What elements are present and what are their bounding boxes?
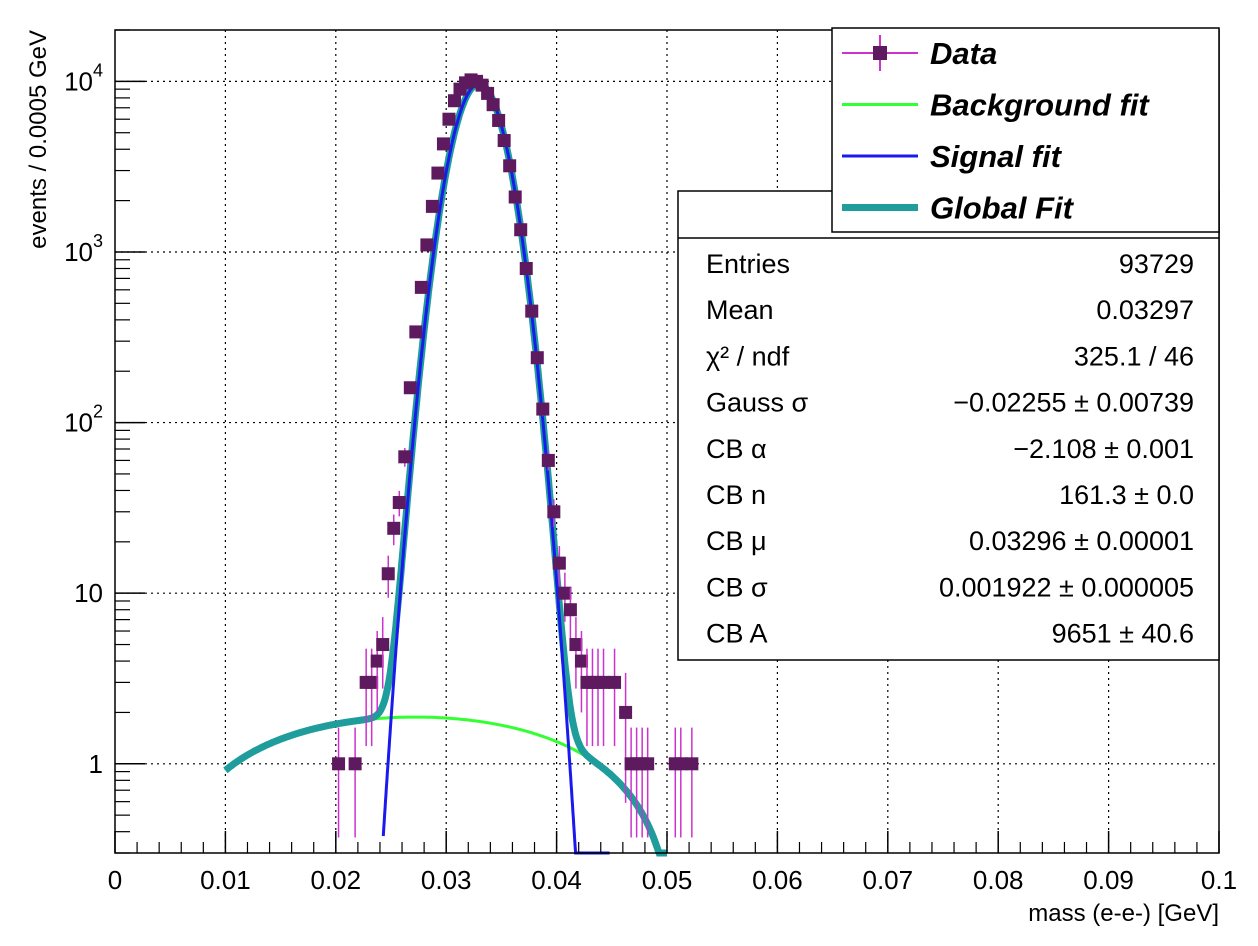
data-point	[563, 587, 577, 642]
data-point	[503, 159, 517, 173]
stats-box-frame	[677, 190, 1220, 661]
data-point	[348, 727, 362, 838]
data-point	[597, 648, 611, 747]
stats-value: −2.108 ± 0.001	[1013, 434, 1194, 464]
data-point	[608, 648, 622, 747]
data-point	[431, 166, 445, 180]
legend-label: Background fit	[930, 88, 1150, 123]
stats-label: χ² / ndf	[706, 341, 790, 371]
data-point	[381, 555, 395, 598]
stats-value: 93729	[1119, 249, 1194, 279]
data-point	[486, 98, 500, 112]
legend-item: Background fit	[842, 88, 1150, 123]
x-tick-label: 0	[108, 865, 122, 895]
data-point	[541, 451, 555, 471]
data-points	[332, 73, 699, 838]
x-tick-label: 0.01	[200, 865, 251, 895]
data-point	[525, 304, 539, 318]
stats-value: 161.3 ± 0.0	[1059, 480, 1194, 510]
legend-label: Signal fit	[930, 139, 1063, 174]
x-tick-label: 0.07	[862, 865, 913, 895]
data-point	[409, 325, 423, 339]
stats-label: Entries	[706, 249, 790, 279]
x-tick-label: 0.04	[531, 865, 582, 895]
data-point	[569, 617, 583, 689]
data-point	[376, 617, 390, 689]
stats-label: Mean	[706, 295, 774, 325]
legend-label: Global Fit	[930, 191, 1075, 226]
y-tick-label: 102	[64, 402, 103, 438]
legend-frame	[831, 27, 1220, 233]
stats-value: 325.1 / 46	[1074, 341, 1194, 371]
legend-item: Signal fit	[842, 139, 1063, 174]
data-point	[387, 514, 401, 546]
data-point	[420, 238, 434, 252]
data-point	[392, 490, 406, 517]
data-point	[497, 134, 511, 148]
stats-value: 0.03296 ± 0.00001	[969, 526, 1194, 556]
y-tick-label: 103	[64, 231, 103, 267]
data-point	[332, 727, 346, 838]
data-point	[619, 672, 633, 803]
data-point	[436, 137, 450, 151]
stats-box: Entries 93729 Mean 0.03297 χ² / ndf 325.1 / 4…	[677, 190, 1220, 661]
data-point	[536, 402, 550, 417]
data-point	[574, 631, 588, 713]
data-point	[547, 499, 561, 527]
data-point	[530, 351, 544, 365]
x-tick-label: 0.1	[1201, 865, 1237, 895]
legend-label: Data	[930, 36, 997, 71]
data-point	[447, 94, 461, 108]
data-point	[641, 727, 655, 838]
data-point	[508, 190, 522, 204]
data-point	[403, 381, 417, 395]
data-point	[514, 223, 528, 237]
stats-label: CB σ	[706, 572, 768, 602]
data-point	[674, 727, 688, 838]
data-point	[414, 280, 428, 294]
axes: 0 0.01 0.02 0.03 0.04 0.05 0.06 0.07 0.08 0.09 0.1…	[64, 29, 1237, 895]
y-tick-label: 1	[89, 749, 103, 779]
legend-item: Global Fit	[842, 191, 1075, 226]
stats-label: CB μ	[706, 526, 767, 556]
stats-label: CB n	[706, 480, 766, 510]
stats-value: 0.001922 ± 0.000005	[939, 572, 1194, 602]
data-point	[519, 262, 533, 276]
stats-value: 0.03297	[1096, 295, 1194, 325]
data-point	[481, 86, 495, 100]
stats-label: Gauss σ	[706, 388, 809, 418]
legend-item: Data	[842, 35, 997, 71]
data-point	[492, 113, 506, 127]
data-point	[425, 199, 439, 213]
data-point	[398, 448, 412, 467]
x-tick-label: 0.08	[973, 865, 1024, 895]
x-tick-label: 0.09	[1083, 865, 1134, 895]
stats-label: CB α	[706, 434, 767, 464]
stats-value: −0.02255 ± 0.00739	[953, 388, 1194, 418]
y-tick-label: 10	[74, 578, 103, 608]
stats-label: CB A	[706, 619, 768, 649]
legend: Data Background fit Signal fit Global Fit	[831, 27, 1220, 233]
x-tick-label: 0.06	[752, 865, 803, 895]
x-tick-label: 0.03	[421, 865, 472, 895]
data-point	[442, 112, 456, 126]
x-axis-title: mass (e-e-) [GeV]	[1028, 900, 1219, 927]
y-axis-title: events / 0.0005 GeV	[25, 30, 52, 249]
data-point	[685, 727, 699, 838]
data-point	[552, 546, 566, 586]
stats-value: 9651 ± 40.6	[1052, 619, 1194, 649]
x-tick-label: 0.05	[642, 865, 693, 895]
y-tick-label: 104	[64, 60, 103, 96]
x-tick-label: 0.02	[310, 865, 361, 895]
